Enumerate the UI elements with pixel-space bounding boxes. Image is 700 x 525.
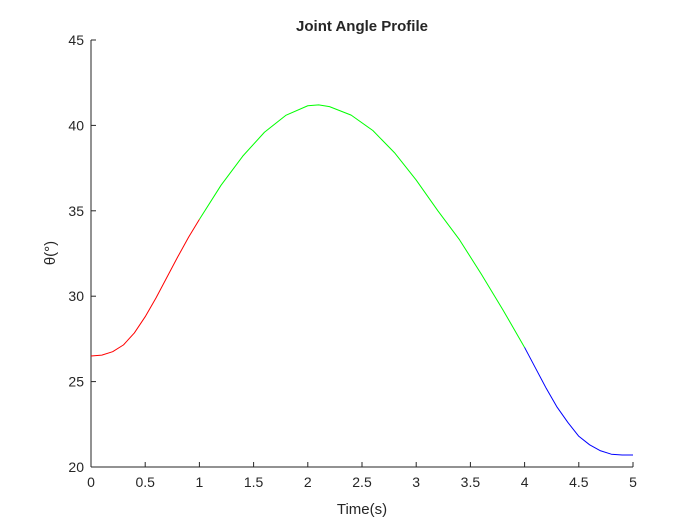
x-tick-label: 4 bbox=[521, 474, 529, 490]
y-axis-label: θ(°) bbox=[42, 241, 59, 265]
x-tick-label: 0.5 bbox=[135, 474, 155, 490]
x-ticks: 0 0.5 1 1.5 2 2.5 3 3.5 4 4.5 5 bbox=[87, 462, 637, 490]
y-tick-label: 35 bbox=[68, 203, 84, 219]
x-tick-label: 5 bbox=[629, 474, 637, 490]
y-tick-label: 45 bbox=[68, 32, 84, 48]
series-line-1 bbox=[90, 219, 200, 357]
series-line-3 bbox=[524, 347, 633, 456]
y-ticks: 20 25 30 35 40 45 bbox=[68, 32, 96, 475]
x-tick-label: 2.5 bbox=[352, 474, 372, 490]
x-tick-label: 3.5 bbox=[461, 474, 481, 490]
x-tick-label: 4.5 bbox=[569, 474, 589, 490]
plot-area: 0 0.5 1 1.5 2 2.5 3 3.5 4 4.5 5 20 25 30 35 40 45 bbox=[68, 32, 637, 490]
x-tick-label: 3 bbox=[412, 474, 420, 490]
series-line-2 bbox=[198, 104, 526, 348]
x-tick-label: 0 bbox=[87, 474, 95, 490]
x-tick-label: 2 bbox=[304, 474, 312, 490]
series-layer bbox=[90, 104, 633, 456]
x-tick-label: 1 bbox=[196, 474, 204, 490]
x-tick-label: 1.5 bbox=[244, 474, 264, 490]
y-tick-label: 30 bbox=[68, 288, 84, 304]
chart-title: Joint Angle Profile bbox=[296, 18, 428, 35]
x-axis-label: Time(s) bbox=[337, 501, 387, 518]
y-tick-label: 20 bbox=[68, 459, 84, 475]
y-tick-label: 25 bbox=[68, 374, 84, 390]
y-tick-label: 40 bbox=[68, 117, 84, 133]
